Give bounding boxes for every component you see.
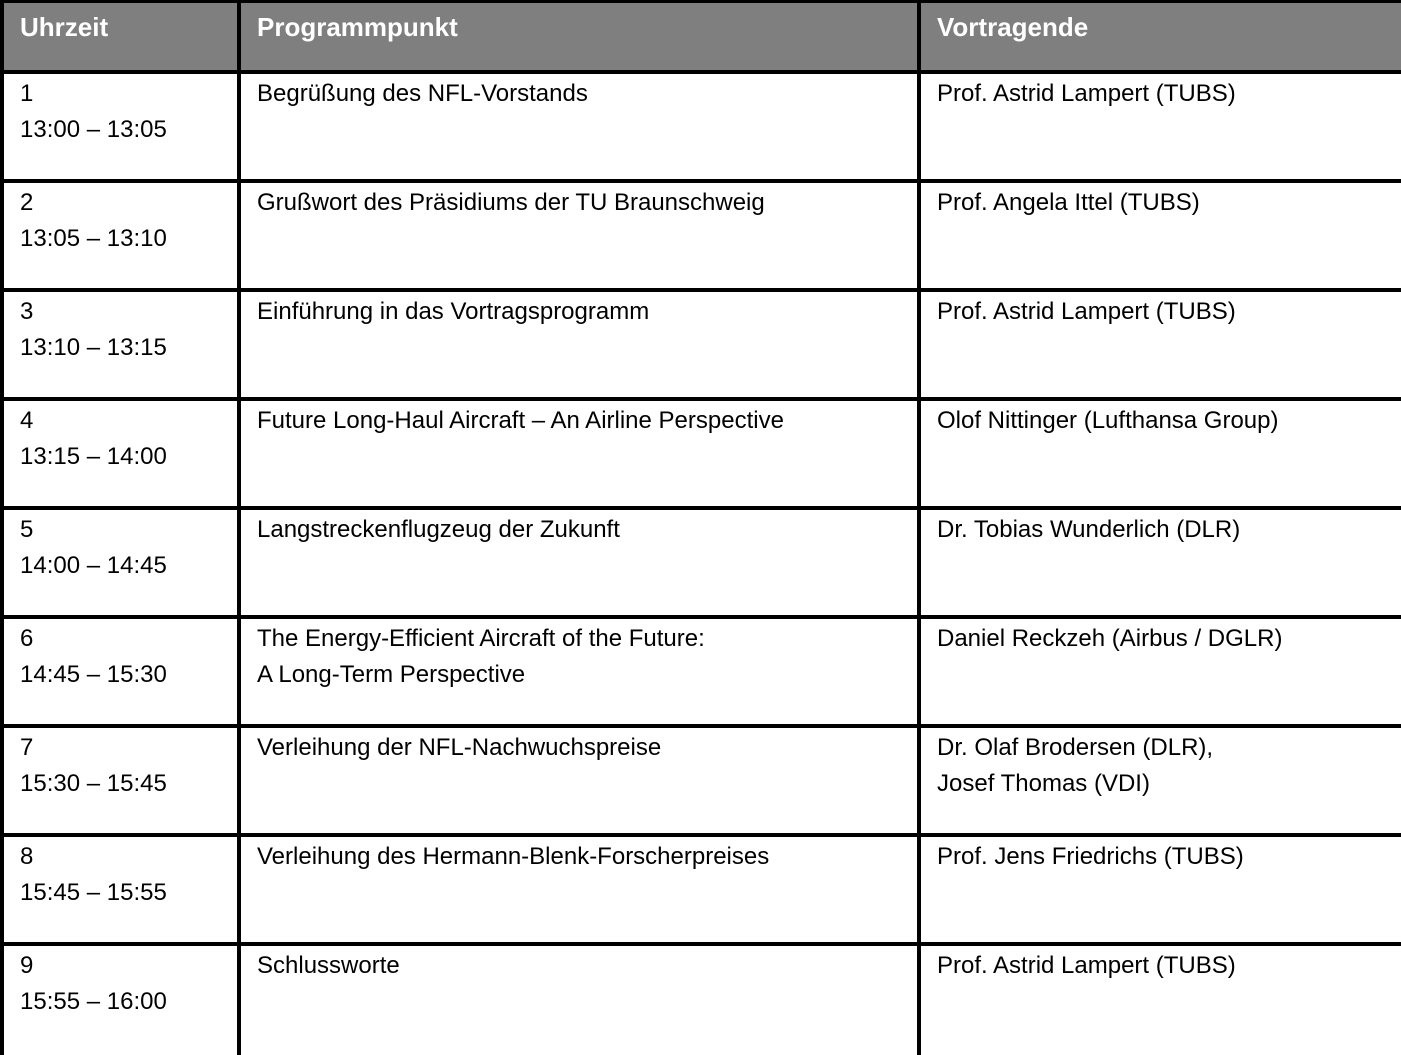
speaker-name: Prof. Astrid Lampert (TUBS) [937,80,1236,107]
cell-time-row2: 2 13:05 – 13:10 [4,183,237,288]
item-number: 8 [20,843,34,870]
column-header-programmpunkt: Programmpunkt [241,3,917,70]
speaker-name: Dr. Tobias Wunderlich (DLR) [937,516,1241,543]
cell-time-row6: 6 14:45 – 15:30 [4,619,237,724]
column-header-uhrzeit: Uhrzeit [4,3,237,70]
speaker-name-line2: Josef Thomas (VDI) [937,770,1150,797]
cell-speakers-row2: Prof. Angela Ittel (TUBS) [921,183,1401,288]
cell-program-row6: The Energy-Efficient Aircraft of the Fut… [241,619,917,724]
cell-speakers-row6: Daniel Reckzeh (Airbus / DGLR) [921,619,1401,724]
cell-program-row5: Langstreckenflugzeug der Zukunft [241,510,917,615]
program-title: Begrüßung des NFL-Vorstands [257,80,588,107]
item-number: 2 [20,189,34,216]
cell-time-row5: 5 14:00 – 14:45 [4,510,237,615]
item-number: 7 [20,734,34,761]
program-title: Grußwort des Präsidiums der TU Braunschw… [257,189,765,216]
cell-program-row2: Grußwort des Präsidiums der TU Braunschw… [241,183,917,288]
column-header-label: Programmpunkt [257,12,458,42]
cell-speakers-row7: Dr. Olaf Brodersen (DLR), Josef Thomas (… [921,728,1401,833]
cell-speakers-row4: Olof Nittinger (Lufthansa Group) [921,401,1401,506]
speaker-name: Prof. Astrid Lampert (TUBS) [937,952,1236,979]
speaker-name: Prof. Jens Friedrichs (TUBS) [937,843,1244,870]
item-number: 9 [20,952,34,979]
cell-program-row7: Verleihung der NFL-Nachwuchspreise [241,728,917,833]
cell-program-row1: Begrüßung des NFL-Vorstands [241,74,917,179]
item-number: 1 [20,80,34,107]
cell-speakers-row9: Prof. Astrid Lampert (TUBS) [921,946,1401,1055]
cell-time-row4: 4 13:15 – 14:00 [4,401,237,506]
program-title: The Energy-Efficient Aircraft of the Fut… [257,625,705,652]
program-title: Langstreckenflugzeug der Zukunft [257,516,620,543]
item-number: 3 [20,298,34,325]
cell-speakers-row3: Prof. Astrid Lampert (TUBS) [921,292,1401,397]
item-time: 14:00 – 14:45 [20,552,167,579]
cell-time-row9: 9 15:55 – 16:00 [4,946,237,1055]
item-number: 4 [20,407,34,434]
cell-program-row9: Schlussworte [241,946,917,1055]
column-header-vortragende: Vortragende [921,3,1401,70]
program-title-line2: A Long-Term Perspective [257,661,526,688]
program-title: Schlussworte [257,952,400,979]
item-time: 15:55 – 16:00 [20,988,167,1015]
speaker-name: Olof Nittinger (Lufthansa Group) [937,407,1279,434]
program-title: Verleihung der NFL-Nachwuchspreise [257,734,662,761]
item-time: 13:15 – 14:00 [20,443,167,470]
program-title: Future Long-Haul Aircraft – An Airline P… [257,407,784,434]
column-header-label: Vortragende [937,12,1089,42]
column-header-label: Uhrzeit [20,12,109,42]
item-number: 5 [20,516,34,543]
cell-program-row8: Verleihung des Hermann-Blenk-Forscherpre… [241,837,917,942]
cell-time-row3: 3 13:10 – 13:15 [4,292,237,397]
item-time: 14:45 – 15:30 [20,661,167,688]
cell-time-row7: 7 15:30 – 15:45 [4,728,237,833]
cell-speakers-row1: Prof. Astrid Lampert (TUBS) [921,74,1401,179]
speaker-name: Prof. Angela Ittel (TUBS) [937,189,1200,216]
speaker-name: Dr. Olaf Brodersen (DLR), [937,734,1214,761]
item-time: 15:30 – 15:45 [20,770,167,797]
program-title: Einführung in das Vortragsprogramm [257,298,650,325]
cell-speakers-row5: Dr. Tobias Wunderlich (DLR) [921,510,1401,615]
program-title: Verleihung des Hermann-Blenk-Forscherpre… [257,843,770,870]
cell-time-row1: 1 13:00 – 13:05 [4,74,237,179]
cell-program-row3: Einführung in das Vortragsprogramm [241,292,917,397]
item-time: 13:10 – 13:15 [20,334,167,361]
speaker-name: Prof. Astrid Lampert (TUBS) [937,298,1236,325]
cell-speakers-row8: Prof. Jens Friedrichs (TUBS) [921,837,1401,942]
cell-program-row4: Future Long-Haul Aircraft – An Airline P… [241,401,917,506]
cell-time-row8: 8 15:45 – 15:55 [4,837,237,942]
item-time: 13:00 – 13:05 [20,116,167,143]
speaker-name: Daniel Reckzeh (Airbus / DGLR) [937,625,1283,652]
item-number: 6 [20,625,34,652]
item-time: 15:45 – 15:55 [20,879,167,906]
item-time: 13:05 – 13:10 [20,225,167,252]
